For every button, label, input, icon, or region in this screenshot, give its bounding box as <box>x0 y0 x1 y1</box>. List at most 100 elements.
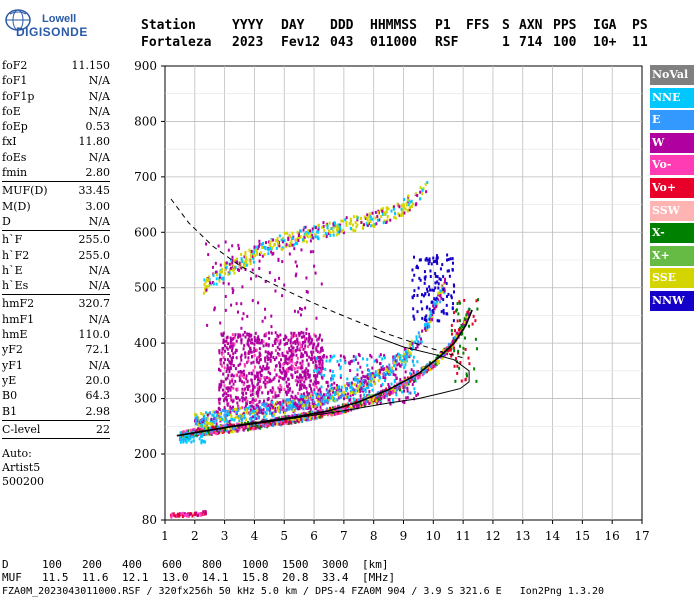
echo-point <box>364 216 367 220</box>
echo-point <box>254 426 257 430</box>
echo-point <box>302 395 305 399</box>
echo-point <box>361 370 364 374</box>
echo-point <box>179 431 182 435</box>
echo-point <box>445 258 448 262</box>
echo-point <box>446 269 449 273</box>
echo-point <box>398 384 401 388</box>
echo-point <box>381 207 384 211</box>
echo-point <box>436 300 439 304</box>
echo-point <box>261 242 264 246</box>
echo-point <box>253 247 256 251</box>
echo-point <box>281 415 284 419</box>
echo-point <box>262 411 265 415</box>
echo-point <box>425 370 428 374</box>
echo-point <box>298 333 301 337</box>
echo-point <box>439 352 442 356</box>
echo-point <box>468 308 471 312</box>
echo-point <box>249 262 252 266</box>
echo-point <box>283 376 286 380</box>
echo-point <box>333 374 336 378</box>
echo-point <box>295 403 298 407</box>
echo-point <box>406 396 409 400</box>
echo-point <box>405 396 408 400</box>
echo-point <box>407 349 410 353</box>
echo-point <box>229 410 232 414</box>
echo-point <box>316 381 319 385</box>
echo-point <box>292 334 295 338</box>
echo-point <box>435 257 438 261</box>
echo-point <box>220 267 223 271</box>
echo-point <box>280 388 283 392</box>
echo-point <box>424 275 427 279</box>
echo-point <box>351 223 354 227</box>
echo-point <box>404 370 407 374</box>
echo-point <box>256 383 259 387</box>
echo-point <box>320 282 323 286</box>
echo-point <box>256 336 259 340</box>
echo-point <box>475 379 478 383</box>
param-row: yF1 N/A <box>2 358 110 373</box>
echo-point <box>332 387 335 391</box>
echo-point <box>303 346 306 350</box>
echo-point <box>230 303 233 307</box>
logo-line1: Lowell <box>42 13 77 25</box>
echo-point <box>384 376 387 380</box>
echo-point <box>280 420 283 424</box>
echo-point <box>218 368 221 372</box>
echo-point <box>197 512 200 516</box>
echo-point <box>224 413 227 417</box>
echo-point <box>300 335 303 339</box>
echo-point <box>272 388 275 392</box>
echo-point <box>296 370 299 374</box>
echo-point <box>475 347 478 351</box>
echo-point <box>194 432 197 436</box>
echo-point <box>432 364 435 368</box>
echo-point <box>259 385 262 389</box>
echo-point <box>222 346 225 350</box>
echo-point <box>266 407 269 411</box>
echo-point <box>360 220 363 224</box>
echo-point <box>226 347 229 351</box>
echo-point <box>344 393 347 397</box>
echo-point <box>418 258 421 262</box>
echo-point <box>314 334 317 338</box>
echo-point <box>226 376 229 380</box>
y-tick-label: 600 <box>134 225 157 239</box>
file-info-line: FZA0M_2023043011000.RSF / 320fx256h 50 k… <box>2 586 605 597</box>
echo-point <box>382 213 385 217</box>
echo-point <box>232 336 235 340</box>
echo-point <box>356 378 359 382</box>
echo-point <box>370 355 373 359</box>
echo-point <box>304 369 307 373</box>
echo-point <box>404 353 407 357</box>
echo-point <box>226 386 229 390</box>
echo-point <box>275 373 278 377</box>
echo-point <box>336 359 339 363</box>
echo-point <box>375 399 378 403</box>
y-tick-label: 300 <box>134 392 157 406</box>
echo-point <box>256 252 259 256</box>
echo-point <box>297 417 300 421</box>
echo-point <box>310 397 313 401</box>
echo-point <box>300 330 303 334</box>
echo-point <box>282 415 285 419</box>
echo-point <box>441 263 444 267</box>
echo-point <box>326 389 329 393</box>
y-tick-label: 900 <box>134 59 157 73</box>
echo-point <box>232 363 235 367</box>
echo-point <box>300 395 303 399</box>
echo-point <box>331 374 334 378</box>
echo-point <box>440 310 443 314</box>
echo-point <box>225 261 228 265</box>
echo-point <box>244 335 247 339</box>
echo-point <box>296 230 299 234</box>
echo-point <box>258 267 261 271</box>
echo-point <box>251 404 254 408</box>
echo-point <box>338 408 341 412</box>
echo-point <box>474 319 477 323</box>
x-tick-label: 10 <box>426 529 441 543</box>
param-row: hmF2 320.7 <box>2 296 110 311</box>
echo-point <box>291 374 294 378</box>
echo-point <box>316 235 319 239</box>
echo-point <box>240 338 243 342</box>
